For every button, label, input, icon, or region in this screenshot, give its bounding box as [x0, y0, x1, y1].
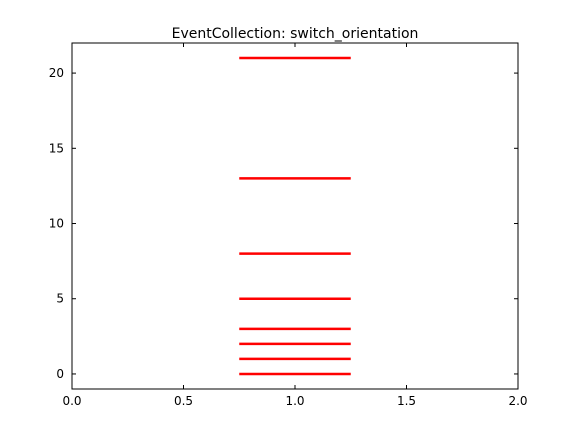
chart-title: EventCollection: switch_orientation [172, 26, 419, 42]
y-tick-label: 5 [56, 292, 64, 306]
x-tick-label: 1.5 [397, 394, 416, 408]
y-tick-label: 15 [49, 141, 64, 155]
x-tick-label: 1.0 [285, 394, 304, 408]
plot-frame [71, 42, 519, 390]
y-tick-label: 0 [56, 367, 64, 381]
x-tick-label: 2.0 [508, 394, 527, 408]
event-lines [239, 56, 351, 376]
y-tick-label: 20 [49, 66, 64, 80]
x-tick-label: 0.0 [62, 394, 81, 408]
x-tick-label: 0.5 [174, 394, 193, 408]
y-tick-label: 10 [49, 217, 64, 231]
plot-background [72, 43, 518, 389]
